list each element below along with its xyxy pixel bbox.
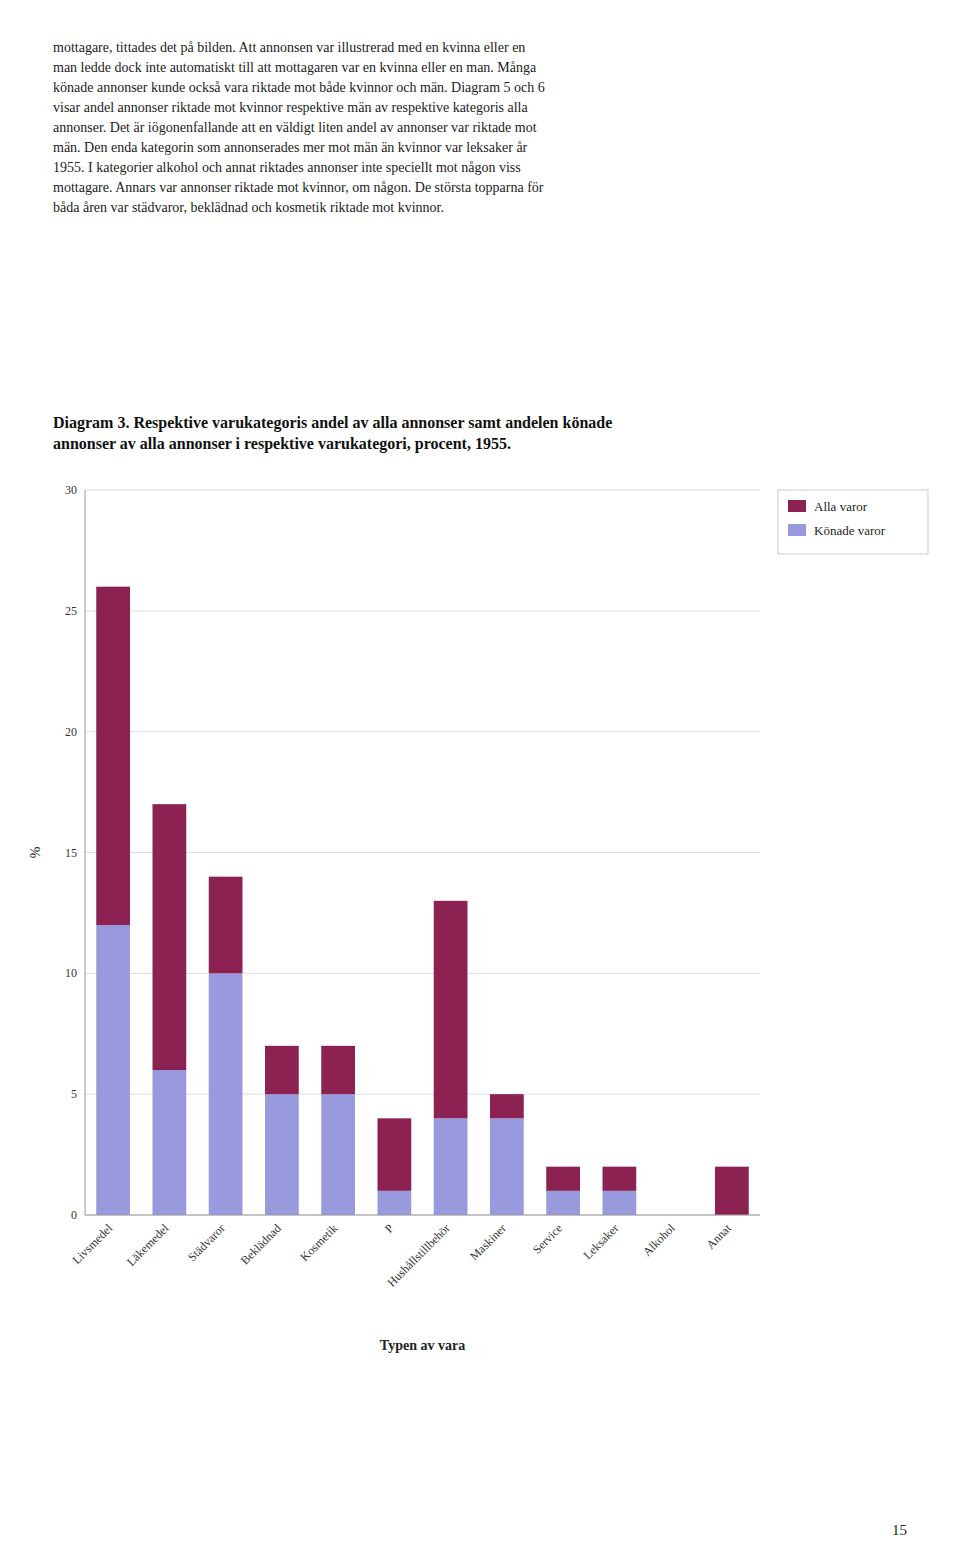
y-axis-line: [85, 490, 86, 1215]
legend-entry: Alla varor: [814, 499, 868, 514]
legend-swatch: [788, 500, 806, 512]
page: mottagare, tittades det på bilden. Att a…: [0, 0, 960, 1563]
x-tick-label: Beklädnad: [238, 1221, 284, 1267]
bar-segment: [96, 925, 130, 1215]
legend: Alla varor Könade varor: [778, 490, 928, 554]
bar-segment: [603, 1191, 637, 1215]
x-tick-label: Hushållstillbehör: [384, 1221, 452, 1289]
bar-segment: [209, 877, 243, 974]
bar-segment: [715, 1167, 749, 1215]
x-tick-label: Service: [530, 1221, 565, 1256]
bar-segment: [546, 1191, 580, 1215]
bar-segment: [434, 1118, 468, 1215]
bar-segment: [378, 1118, 412, 1191]
bar-segment: [209, 973, 243, 1215]
x-tick-label: Livsmedel: [70, 1221, 116, 1267]
y-tick-label: 30: [65, 483, 77, 497]
x-axis-line: [85, 1215, 760, 1216]
y-tick-label: 20: [65, 725, 77, 739]
bar-segment: [321, 1094, 355, 1215]
y-tick-label: 10: [65, 966, 77, 980]
x-tick-label: Kosmetik: [297, 1221, 340, 1264]
bar-segment: [378, 1191, 412, 1215]
grid-line: [85, 1215, 760, 1216]
bar-segment: [265, 1094, 299, 1215]
bar-segment: [434, 901, 468, 1118]
bar-segment: [153, 1070, 187, 1215]
page-number: 15: [892, 1522, 907, 1538]
legend-frame: [778, 490, 928, 554]
grid-line: [85, 610, 760, 611]
x-tick-label: Städvaror: [185, 1221, 228, 1264]
grid: [85, 490, 760, 1215]
grid-line: [85, 490, 760, 491]
y-tick-label: 15: [65, 846, 77, 860]
bar-segment: [546, 1167, 580, 1191]
x-tick-label: Leksaker: [580, 1221, 621, 1262]
y-tick-label: 0: [71, 1208, 77, 1222]
grid-line: [85, 731, 760, 732]
legend-swatch: [788, 524, 806, 536]
bar-segment: [490, 1118, 524, 1215]
bars: [96, 587, 749, 1215]
legend-entry: Könade varor: [814, 523, 886, 538]
x-tick-label: Maskiner: [467, 1221, 509, 1263]
bar-segment: [490, 1094, 524, 1118]
x-tick-label: Annat: [703, 1221, 734, 1252]
x-axis-label: Typen av vara: [380, 1338, 465, 1353]
body-text: mottagare, tittades det på bilden. Att a…: [53, 40, 545, 215]
bar-segment: [603, 1167, 637, 1191]
bar-segment: [321, 1046, 355, 1094]
x-tick-label: Läkemedel: [124, 1221, 172, 1269]
bar-segment: [265, 1046, 299, 1094]
y-axis-label: %: [28, 846, 43, 858]
x-tick-label: Alkohol: [640, 1221, 678, 1259]
y-tick-label: 25: [65, 604, 77, 618]
x-tick-label: P: [382, 1221, 397, 1236]
bar-segment: [153, 804, 187, 1070]
chart-title: Diagram 3. Respektive varukategoris ande…: [53, 414, 612, 453]
y-tick-label: 5: [71, 1087, 77, 1101]
bar-segment: [96, 587, 130, 925]
